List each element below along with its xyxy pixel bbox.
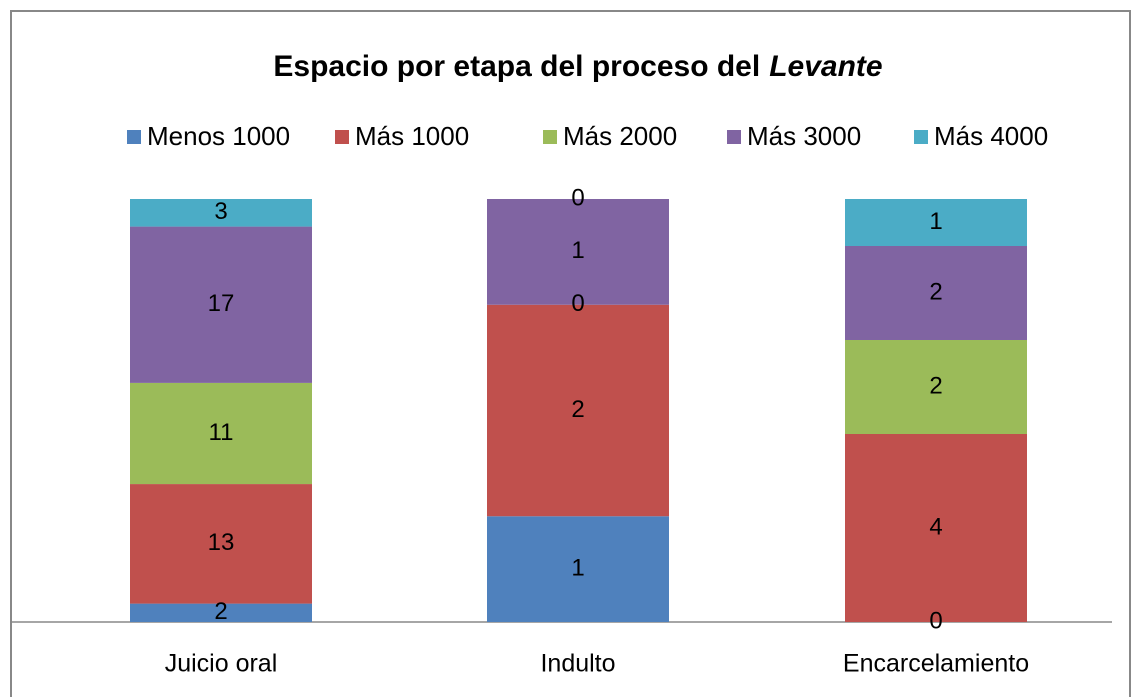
x-tick-label: Indulto [540,650,615,678]
bar-segment [487,199,669,305]
legend-label: Más 2000 [563,121,677,151]
legend-swatch [335,130,349,144]
bar-segment [845,434,1027,622]
bar-segment [130,382,312,485]
data-label: 2 [571,396,584,423]
data-label: 17 [208,290,235,317]
data-label: 3 [214,198,227,225]
bar-segment [845,199,1027,246]
bar-segment [487,304,669,517]
data-label: 1 [571,237,584,264]
x-tick-label: Encarcelamiento [843,650,1029,678]
x-tick-label: Juicio oral [165,650,278,678]
legend-label: Más 4000 [934,121,1048,151]
legend-swatch [543,130,557,144]
title-text: Espacio por etapa del proceso del [273,50,760,83]
data-label: 0 [929,607,942,634]
bar-segment [130,484,312,604]
bar-segment [130,226,312,383]
legend-swatch [914,130,928,144]
legend-swatch [727,130,741,144]
data-label: 1 [929,208,942,235]
legend-label: Más 3000 [747,121,861,151]
data-label: 13 [208,529,235,556]
legend-swatch [127,130,141,144]
bar-segment [130,603,312,622]
data-label: 11 [209,419,234,446]
data-label: 4 [929,513,942,540]
bar-segment [130,199,312,227]
bar-segment [487,516,669,622]
data-label: 0 [571,184,584,211]
data-label: 0 [571,290,584,317]
bar-segment [845,340,1027,434]
legend-label: Más 1000 [355,121,469,151]
chart-title: Espacio por etapa del proceso del Levante [273,50,882,83]
data-label: 2 [929,278,942,305]
legend-label: Menos 1000 [147,121,290,151]
bar-segment [845,246,1027,340]
data-label: 2 [214,598,227,625]
data-label: 2 [929,372,942,399]
title-emphasis: Levante [769,50,882,83]
data-label: 1 [571,554,584,581]
